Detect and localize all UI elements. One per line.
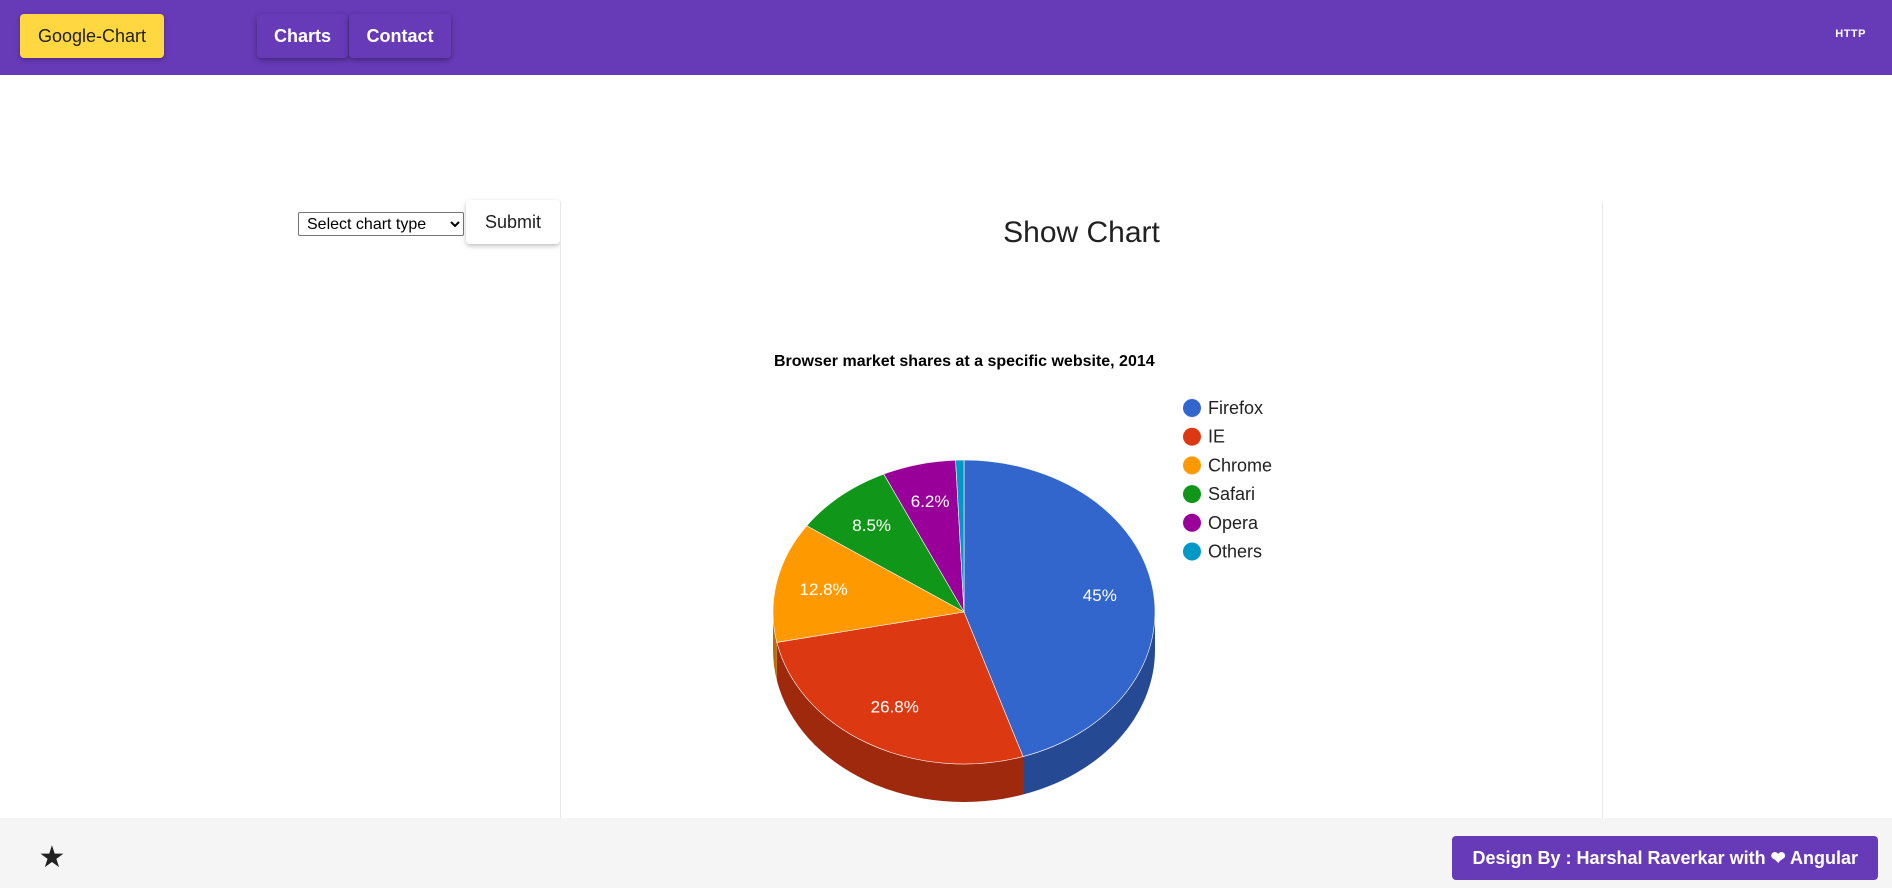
pie-label-chrome: 12.8%	[800, 580, 848, 599]
footer: ★ Design By : Harshal Raverkar with ❤ An…	[0, 818, 1892, 888]
legend-label-firefox: Firefox	[1208, 398, 1263, 418]
legend-label-safari: Safari	[1208, 484, 1255, 504]
pie-slice-ie[interactable]	[776, 611, 1024, 765]
pie-side-firefox	[1023, 612, 1155, 795]
legend-label-opera: Opera	[1208, 513, 1259, 533]
pie-label-safari: 8.5%	[852, 516, 891, 535]
brand-button[interactable]: Google-Chart	[20, 14, 164, 58]
top-toolbar: Google-Chart Charts Contact HTTP	[0, 0, 1892, 75]
submit-button[interactable]: Submit	[466, 200, 560, 244]
pie-slice-others[interactable]	[955, 459, 965, 613]
pie-label-ie: 26.8%	[871, 698, 919, 717]
pie-chart: Browser market shares at a specific webs…	[772, 353, 1272, 803]
chart-type-select[interactable]: Select chart type	[298, 212, 464, 236]
nav-charts-button[interactable]: Charts	[257, 14, 348, 58]
chart-card: Show Chart Browser market shares at a sp…	[560, 202, 1603, 818]
legend-label-ie: IE	[1208, 427, 1225, 447]
legend-marker-others	[1183, 542, 1201, 561]
http-link[interactable]: HTTP	[1835, 28, 1866, 40]
legend-label-others: Others	[1208, 542, 1262, 562]
legend-label-chrome: Chrome	[1208, 455, 1272, 475]
pie-slice-chrome[interactable]	[772, 525, 965, 643]
pie-slice-safari[interactable]	[806, 473, 965, 613]
legend-marker-ie	[1183, 427, 1201, 446]
chart-title: Browser market shares at a specific webs…	[774, 353, 1155, 370]
legend-marker-safari	[1183, 485, 1201, 504]
nav-contact-button[interactable]: Contact	[349, 14, 451, 58]
card-title: Show Chart	[1003, 216, 1160, 249]
pie-label-opera: 6.2%	[911, 492, 950, 511]
legend-marker-opera	[1183, 513, 1201, 532]
star-icon[interactable]: ★	[38, 841, 66, 874]
pie-label-firefox: 45%	[1083, 586, 1117, 605]
design-credit-button[interactable]: Design By : Harshal Raverkar with ❤ Angu…	[1452, 836, 1878, 880]
legend-marker-chrome	[1183, 456, 1201, 475]
pie-slice-firefox[interactable]	[963, 459, 1156, 757]
pie-side-ie	[776, 642, 1024, 803]
legend-marker-firefox	[1183, 399, 1201, 417]
